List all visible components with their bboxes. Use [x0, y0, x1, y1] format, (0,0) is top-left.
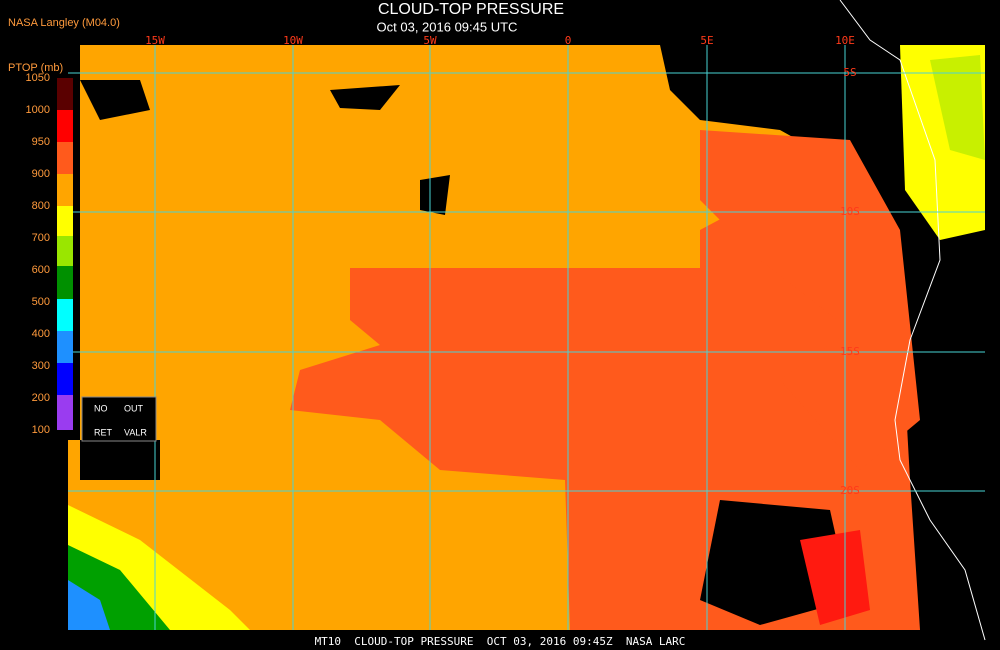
legend-label: 1000	[26, 104, 50, 116]
lat-labels: 5S 10S 15S 20S	[840, 66, 860, 497]
no-data-label: VALR	[124, 427, 147, 437]
source: NASA Langley (M04.0)	[8, 17, 120, 29]
lon-label: 15W	[145, 34, 165, 47]
legend-label: 400	[32, 328, 50, 340]
lat-label: 10S	[840, 205, 860, 218]
legend-label: 100	[32, 424, 50, 436]
title: CLOUD-TOP PRESSURE	[378, 1, 564, 18]
legend-label: 900	[32, 168, 50, 180]
no-data-label: OUT	[124, 403, 144, 413]
legend-label: 950	[32, 136, 50, 148]
lon-label: 10E	[835, 34, 855, 47]
subtitle: Oct 03, 2016 09:45 UTC	[377, 19, 518, 34]
lon-label: 5E	[700, 34, 713, 47]
no-data-label: NO	[94, 403, 108, 413]
no-data-label: RET	[94, 427, 113, 437]
lon-label: 5W	[423, 34, 437, 47]
legend-label: 1050	[26, 72, 50, 84]
lon-label: 10W	[283, 34, 303, 47]
legend-label: 700	[32, 232, 50, 244]
lat-label: 20S	[840, 484, 860, 497]
graticule	[68, 45, 985, 630]
legend-label: 200	[32, 392, 50, 404]
legend-label: 800	[32, 200, 50, 212]
lon-label: 0	[565, 34, 572, 47]
legend-title: PTOP (mb)	[8, 62, 63, 74]
map-imagery	[68, 0, 986, 641]
footer: MT10 CLOUD-TOP PRESSURE OCT 03, 2016 09:…	[315, 635, 686, 648]
legend-label: 500	[32, 296, 50, 308]
legend-label: 600	[32, 264, 50, 276]
legend-labels: 1050 1000 950 900 800 700 600 500 400 300 200 100	[26, 72, 50, 436]
lat-label: 15S	[840, 345, 860, 358]
legend-label: 300	[32, 360, 50, 372]
colorbar	[57, 78, 73, 430]
no-data-box	[81, 396, 157, 442]
lat-label: 5S	[843, 66, 856, 79]
lon-labels: 15W 10W 5W 0 5E 10E	[145, 34, 855, 47]
